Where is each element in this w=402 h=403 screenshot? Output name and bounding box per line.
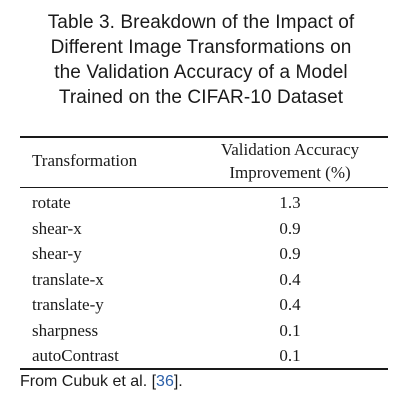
transformation-cell: translate-x (32, 269, 104, 289)
source-prefix: From Cubuk et al. [ (20, 373, 157, 390)
transformation-cell: autoContrast (32, 346, 119, 365)
header-transformation: Transformation (32, 151, 138, 170)
header-improvement-line2: Improvement (%) (229, 163, 351, 182)
table-row: sharpness 0.1 (20, 318, 388, 344)
improvement-cell: 0.1 (279, 320, 301, 340)
improvement-cell: 0.9 (279, 218, 301, 238)
caption-line: the Validation Accuracy of a Model (54, 62, 348, 83)
header-improvement-line1: Validation Accuracy (220, 140, 360, 159)
table-bottom-rule (20, 368, 388, 370)
caption-line: Trained on the CIFAR-10 Dataset (58, 87, 344, 108)
caption-line: Different Image Transformations on (50, 37, 352, 58)
transformation-cell: shear-y (32, 244, 82, 263)
table-body: rotate 1.3 shear-x 0.9 shear-y 0.9 trans… (20, 190, 388, 369)
table-row: translate-y 0.4 (20, 292, 388, 318)
table-row: shear-x 0.9 (20, 216, 388, 242)
source-note: From Cubuk et al. [36]. (20, 371, 183, 393)
improvement-cell: 0.4 (279, 295, 301, 314)
reference-link[interactable]: 36 (156, 373, 174, 390)
transformation-cell: shear-x (32, 218, 82, 238)
transformation-cell: translate-y (32, 295, 104, 314)
table-row: translate-x 0.4 (20, 267, 388, 293)
table-header-rule (20, 187, 388, 188)
source-suffix: ]. (173, 373, 183, 390)
transformation-cell: rotate (32, 193, 71, 212)
table-row: autoContrast 0.1 (20, 343, 388, 369)
improvement-cell: 1.3 (279, 193, 301, 212)
improvement-cell: 0.1 (279, 346, 301, 365)
improvement-cell: 0.9 (279, 244, 301, 263)
caption-line: Table 3. Breakdown of the Impact of (47, 12, 355, 33)
table-row: rotate 1.3 (20, 190, 388, 216)
table-caption: Table 3. Breakdown of the Impact of Diff… (0, 10, 402, 110)
header-improvement: Validation Accuracy Improvement (%) (192, 138, 388, 184)
table-row: shear-y 0.9 (20, 241, 388, 267)
table-top-rule (20, 136, 388, 138)
transformation-cell: sharpness (32, 320, 99, 340)
improvement-cell: 0.4 (279, 269, 301, 289)
